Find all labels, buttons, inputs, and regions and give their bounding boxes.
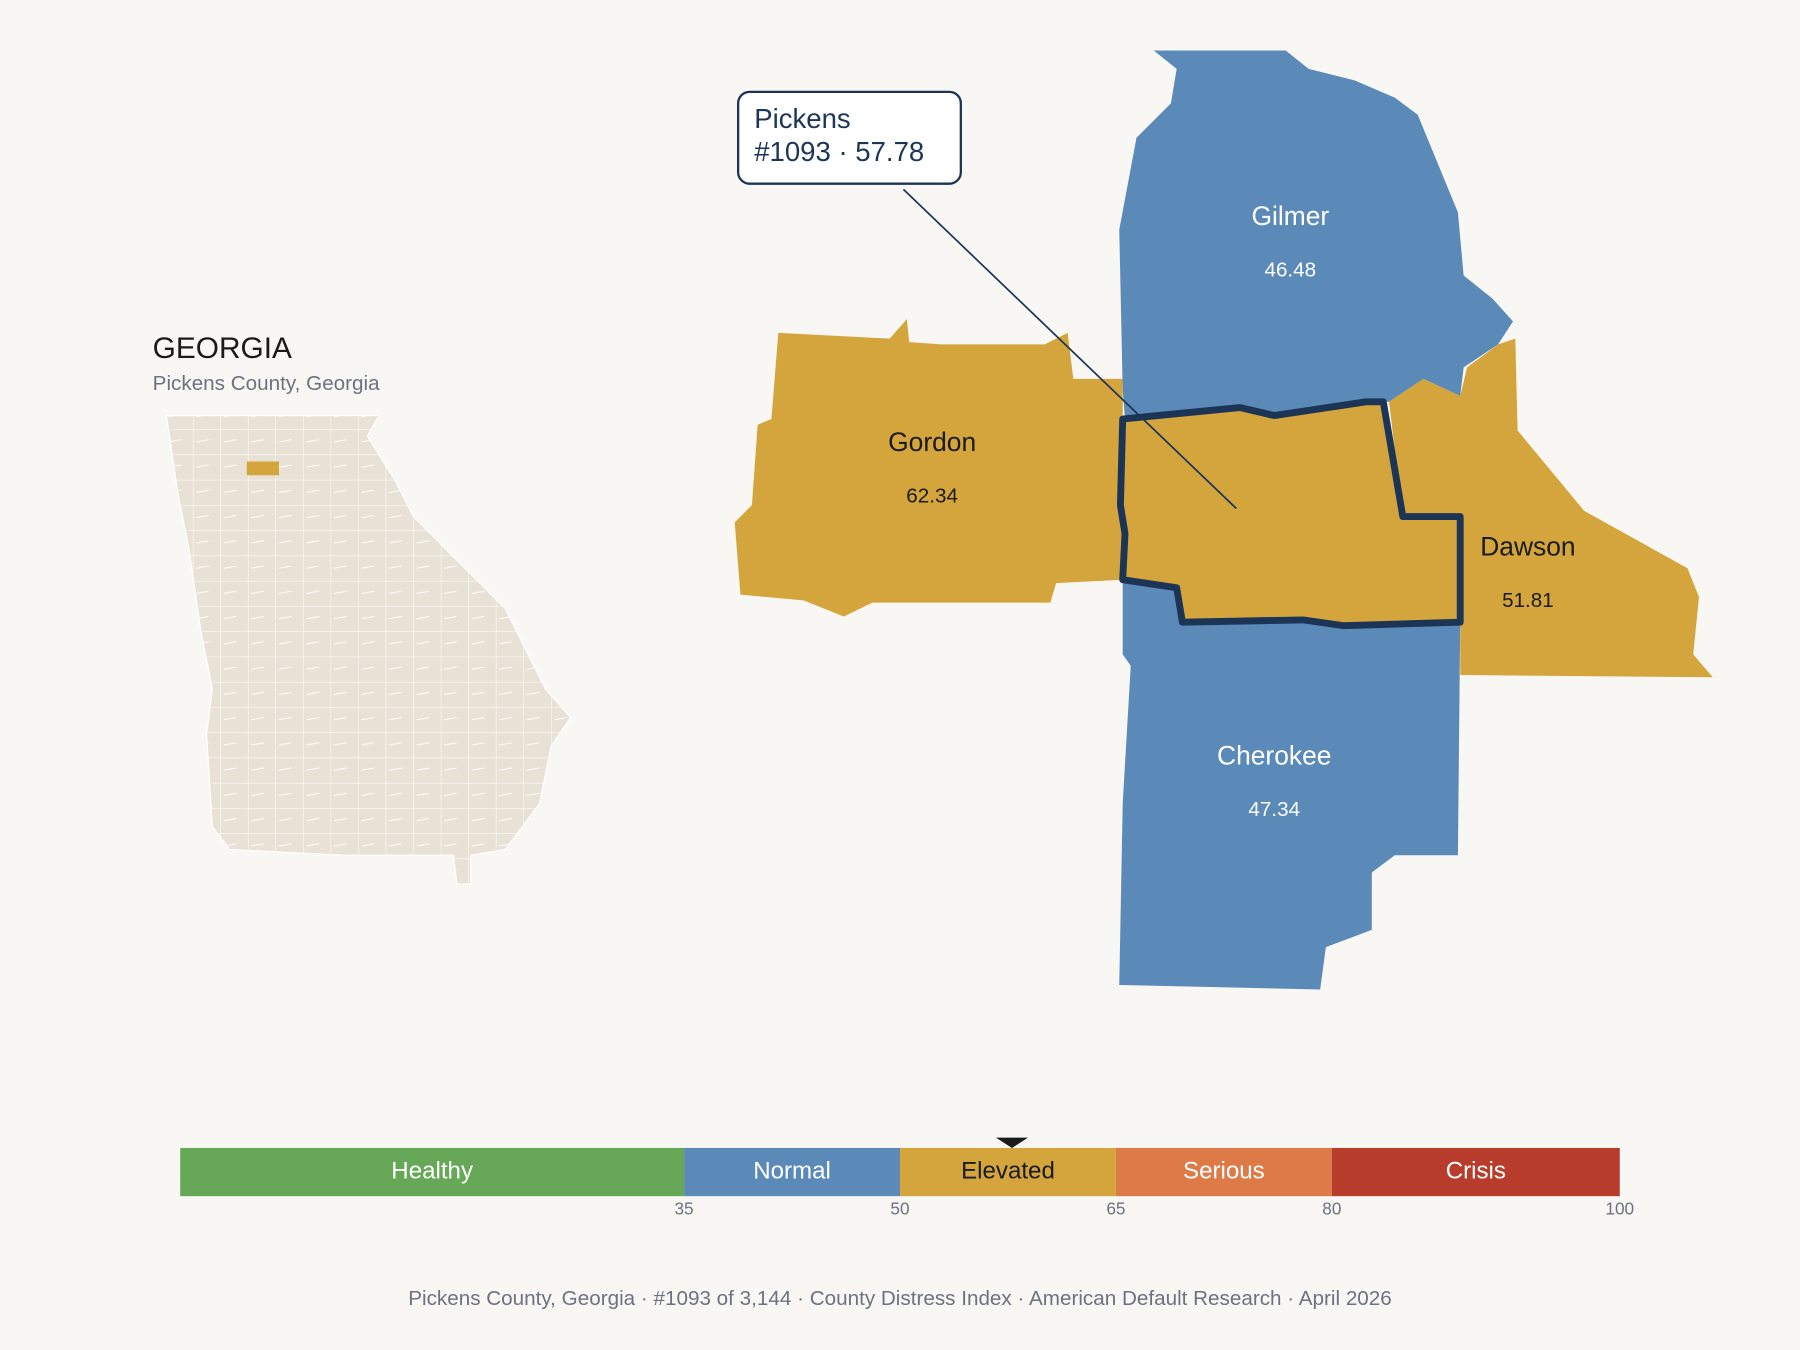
scale-band-label: Healthy: [391, 1157, 473, 1184]
county-shape: [734, 319, 1123, 617]
scale-tick-label: 35: [674, 1198, 693, 1218]
county-name: Cherokee: [1217, 741, 1331, 771]
callout-box: [736, 90, 962, 185]
county-shape: [1119, 50, 1514, 420]
scale-tick-label: 50: [890, 1198, 909, 1218]
scale-band: [180, 1147, 685, 1197]
county-name: Dawson: [1480, 532, 1575, 562]
county-layer: [734, 50, 1713, 990]
county-name: Gilmer: [1251, 201, 1329, 231]
scale-band: [900, 1147, 1116, 1197]
county-value: 47.34: [1248, 798, 1300, 821]
county-value: 46.48: [1264, 258, 1316, 281]
county-name: Gordon: [888, 427, 976, 457]
scale-band-label: Elevated: [961, 1157, 1055, 1184]
scale-band: [684, 1147, 900, 1197]
scale-tick-label: 80: [1322, 1198, 1341, 1218]
inset-highlight: [246, 461, 279, 476]
scale-band-label: Normal: [753, 1157, 831, 1184]
scale-band: [1115, 1147, 1332, 1197]
callout-label: #1093 · 57.78: [754, 136, 924, 167]
focus-county: [1116, 398, 1464, 630]
scale-band-label: Serious: [1183, 1157, 1265, 1184]
county-value: 62.34: [906, 485, 958, 508]
scale-band-label: Crisis: [1446, 1157, 1506, 1184]
state-outline: [165, 414, 572, 885]
county-shape: [1119, 579, 1461, 990]
scale-marker: [995, 1137, 1029, 1148]
county-shape: [1389, 338, 1713, 678]
callout-leader: [902, 188, 1237, 510]
inset-subtitle: Pickens County, Georgia: [153, 372, 380, 395]
footer: Pickens County, Georgia · #1093 of 3,144…: [408, 1287, 1392, 1310]
scale-band: [1331, 1147, 1620, 1197]
inset-title: GEORGIA: [153, 332, 292, 365]
scale-tick-label: 100: [1605, 1198, 1634, 1218]
callout-name: Pickens: [754, 103, 850, 134]
scale-tick-label: 65: [1106, 1198, 1125, 1218]
county-value: 51.81: [1502, 589, 1554, 612]
